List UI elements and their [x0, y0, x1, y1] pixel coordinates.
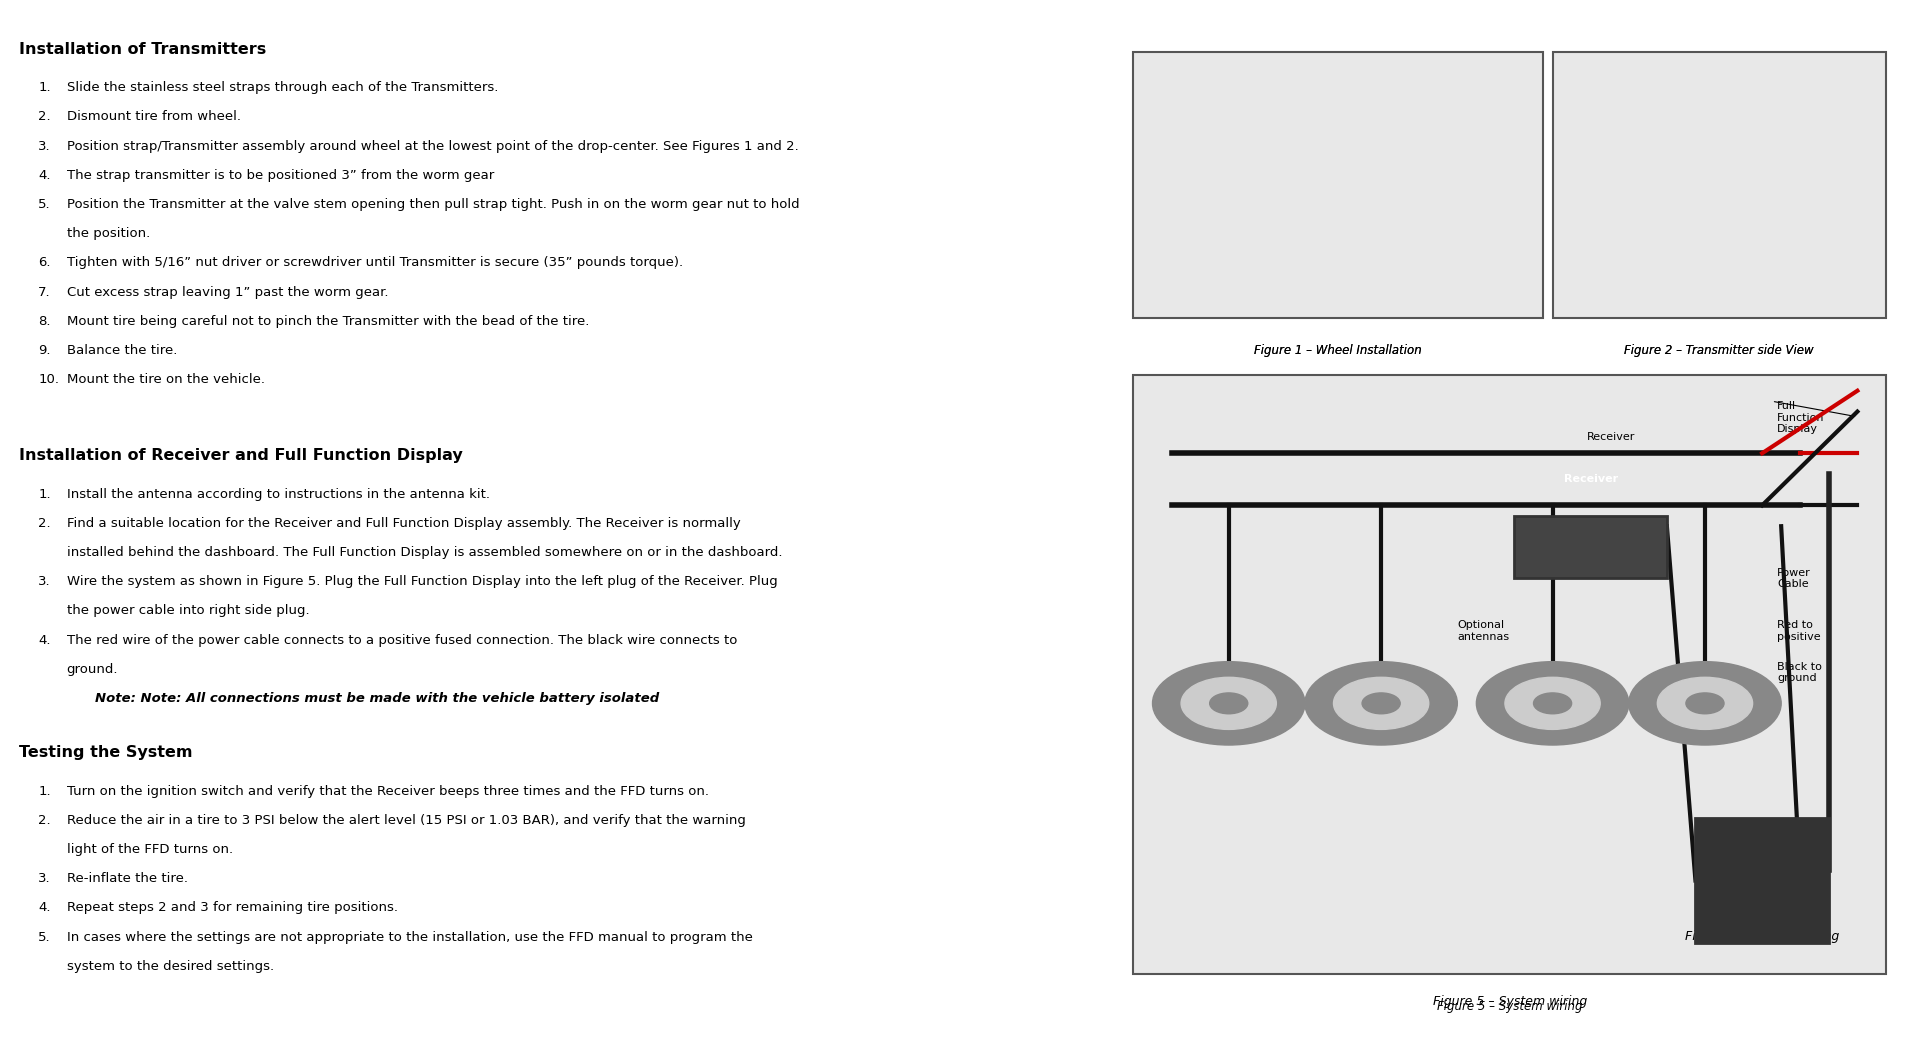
- Circle shape: [1505, 677, 1600, 729]
- Text: 2.: 2.: [38, 517, 51, 529]
- Text: 5.: 5.: [38, 198, 51, 210]
- Text: Mount tire being careful not to pinch the Transmitter with the bead of the tire.: Mount tire being careful not to pinch th…: [67, 315, 589, 327]
- FancyBboxPatch shape: [1553, 52, 1886, 318]
- Text: 4.: 4.: [38, 634, 51, 646]
- Text: Figure 5 – System wiring: Figure 5 – System wiring: [1686, 931, 1838, 943]
- Circle shape: [1629, 662, 1781, 745]
- Circle shape: [1153, 662, 1305, 745]
- Text: Full
Function
Display: Full Function Display: [1777, 401, 1825, 435]
- Text: 3.: 3.: [38, 575, 51, 588]
- Text: 5.: 5.: [38, 931, 51, 943]
- Text: 3.: 3.: [38, 140, 51, 152]
- Text: Receiver: Receiver: [1564, 474, 1617, 485]
- Circle shape: [1476, 662, 1629, 745]
- Text: 10.: 10.: [38, 373, 59, 386]
- Circle shape: [1686, 693, 1724, 714]
- FancyBboxPatch shape: [1133, 52, 1543, 318]
- Text: the power cable into right side plug.: the power cable into right side plug.: [67, 604, 309, 617]
- Text: Re-inflate the tire.: Re-inflate the tire.: [67, 872, 189, 885]
- Text: Find a suitable location for the Receiver and Full Function Display assembly. Th: Find a suitable location for the Receive…: [67, 517, 741, 529]
- Text: 3.: 3.: [38, 872, 51, 885]
- Text: Receiver: Receiver: [1587, 432, 1634, 443]
- Text: The red wire of the power cable connects to a positive fused connection. The bla: The red wire of the power cable connects…: [67, 634, 737, 646]
- Text: 1.: 1.: [38, 81, 51, 94]
- Text: Mount the tire on the vehicle.: Mount the tire on the vehicle.: [67, 373, 265, 386]
- Text: 4.: 4.: [38, 169, 51, 181]
- Text: 8.: 8.: [38, 315, 51, 327]
- Text: Installation of Transmitters: Installation of Transmitters: [19, 42, 267, 56]
- Circle shape: [1181, 677, 1276, 729]
- Text: Note: Note: All connections must be made with the vehicle battery isolated: Note: Note: All connections must be made…: [95, 692, 659, 704]
- Circle shape: [1210, 693, 1248, 714]
- Text: the position.: the position.: [67, 227, 150, 240]
- Text: 7.: 7.: [38, 286, 51, 298]
- Text: Figure 1 – Wheel Installation: Figure 1 – Wheel Installation: [1253, 344, 1423, 356]
- Text: Figure 5 – System wiring: Figure 5 – System wiring: [1436, 1000, 1583, 1013]
- Text: 1.: 1.: [38, 488, 51, 500]
- Text: Testing the System: Testing the System: [19, 745, 192, 760]
- Text: Repeat steps 2 and 3 for remaining tire positions.: Repeat steps 2 and 3 for remaining tire …: [67, 901, 398, 914]
- Circle shape: [1362, 693, 1400, 714]
- FancyBboxPatch shape: [1514, 516, 1667, 578]
- Text: Cut excess strap leaving 1” past the worm gear.: Cut excess strap leaving 1” past the wor…: [67, 286, 389, 298]
- Text: Position the Transmitter at the valve stem opening then pull strap tight. Push i: Position the Transmitter at the valve st…: [67, 198, 800, 210]
- Text: Black to
ground: Black to ground: [1777, 662, 1823, 684]
- Text: 1.: 1.: [38, 785, 51, 797]
- FancyBboxPatch shape: [1695, 818, 1829, 943]
- Text: Turn on the ignition switch and verify that the Receiver beeps three times and t: Turn on the ignition switch and verify t…: [67, 785, 709, 797]
- Text: Balance the tire.: Balance the tire.: [67, 344, 177, 356]
- Text: Position strap/Transmitter assembly around wheel at the lowest point of the drop: Position strap/Transmitter assembly arou…: [67, 140, 798, 152]
- Text: installed behind the dashboard. The Full Function Display is assembled somewhere: installed behind the dashboard. The Full…: [67, 546, 783, 559]
- Text: The strap transmitter is to be positioned 3” from the worm gear: The strap transmitter is to be positione…: [67, 169, 493, 181]
- Text: Power
Cable: Power Cable: [1777, 568, 1812, 590]
- Text: Reduce the air in a tire to 3 PSI below the alert level (15 PSI or 1.03 BAR), an: Reduce the air in a tire to 3 PSI below …: [67, 814, 745, 826]
- Text: Dismount tire from wheel.: Dismount tire from wheel.: [67, 110, 240, 123]
- Circle shape: [1657, 677, 1753, 729]
- Text: Slide the stainless steel straps through each of the Transmitters.: Slide the stainless steel straps through…: [67, 81, 497, 94]
- Circle shape: [1305, 662, 1457, 745]
- Text: 6.: 6.: [38, 256, 51, 269]
- Text: Install the antenna according to instructions in the antenna kit.: Install the antenna according to instruc…: [67, 488, 490, 500]
- Text: In cases where the settings are not appropriate to the installation, use the FFD: In cases where the settings are not appr…: [67, 931, 752, 943]
- Text: 2.: 2.: [38, 110, 51, 123]
- Text: ground.: ground.: [67, 663, 118, 675]
- Text: Figure 2 – Transmitter side View: Figure 2 – Transmitter side View: [1625, 344, 1814, 356]
- Text: Figure 5 – System wiring: Figure 5 – System wiring: [1433, 995, 1587, 1008]
- Text: light of the FFD turns on.: light of the FFD turns on.: [67, 843, 232, 855]
- Text: 9.: 9.: [38, 344, 51, 356]
- Circle shape: [1534, 693, 1572, 714]
- Text: Installation of Receiver and Full Function Display: Installation of Receiver and Full Functi…: [19, 448, 463, 463]
- Text: Figure 2 – Transmitter side View: Figure 2 – Transmitter side View: [1625, 344, 1814, 356]
- Text: 2.: 2.: [38, 814, 51, 826]
- Text: Tighten with 5/16” nut driver or screwdriver until Transmitter is secure (35” po: Tighten with 5/16” nut driver or screwdr…: [67, 256, 682, 269]
- FancyBboxPatch shape: [1133, 375, 1886, 974]
- Text: system to the desired settings.: system to the desired settings.: [67, 960, 274, 972]
- Text: Red to
positive: Red to positive: [1777, 620, 1821, 642]
- Circle shape: [1334, 677, 1429, 729]
- Text: Optional
antennas: Optional antennas: [1457, 620, 1509, 642]
- Text: 4.: 4.: [38, 901, 51, 914]
- Text: Wire the system as shown in Figure 5. Plug the Full Function Display into the le: Wire the system as shown in Figure 5. Pl…: [67, 575, 777, 588]
- Text: Figure 1 – Wheel Installation: Figure 1 – Wheel Installation: [1253, 344, 1423, 356]
